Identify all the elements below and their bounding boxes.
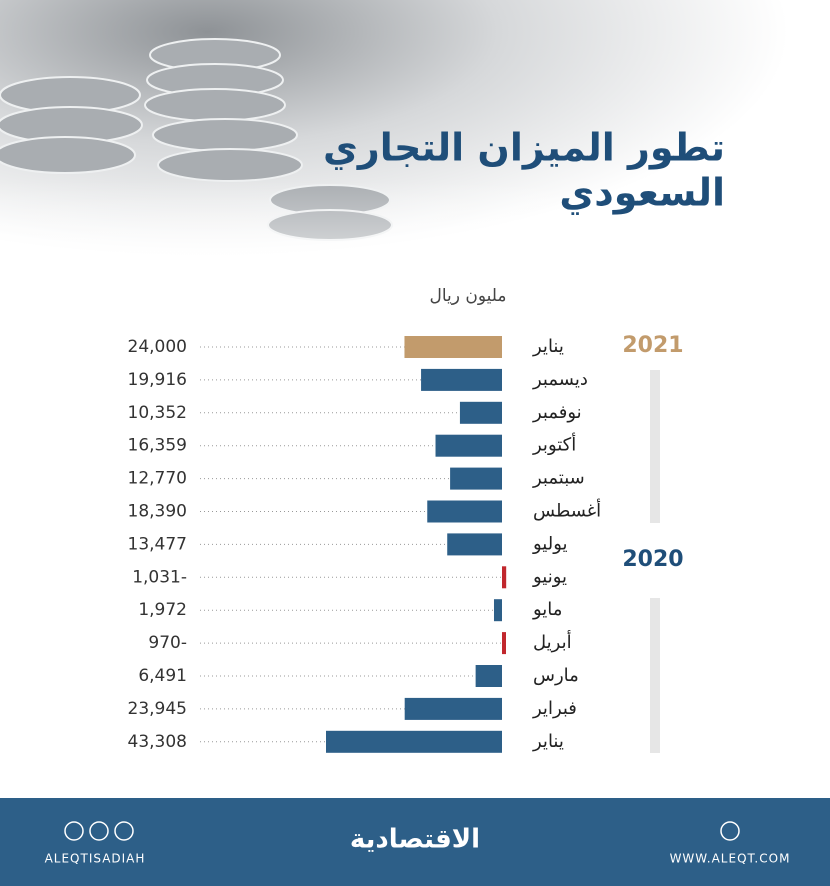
bar <box>326 730 502 753</box>
bar <box>404 336 502 358</box>
value-label: 19,916 <box>128 370 187 390</box>
social-icons <box>64 821 740 841</box>
title-line: تطور الميزان التجاري <box>323 126 725 170</box>
bar <box>493 599 502 622</box>
title-line: السعودي <box>559 171 725 215</box>
bar <box>459 401 502 424</box>
category-label: ديسمبر <box>532 369 588 390</box>
bar <box>502 566 507 589</box>
category-label: مارس <box>533 665 579 686</box>
value-label: 1,972 <box>138 600 187 620</box>
category-label: سبتمبر <box>532 468 585 489</box>
logo: الاقتصادية <box>350 825 480 855</box>
value-label: 13,477 <box>128 534 187 554</box>
year-bracket <box>650 370 660 523</box>
category-label: فبراير <box>532 698 577 719</box>
bar <box>427 500 502 523</box>
value-label: 23,945 <box>128 699 187 719</box>
value-label: 18,390 <box>128 502 187 522</box>
category-label: يوليو <box>532 533 568 554</box>
value-label: 16,359 <box>128 436 187 456</box>
bar <box>421 368 502 391</box>
value-label: 6,491 <box>138 666 187 686</box>
bar <box>450 467 502 490</box>
category-label: يناير <box>532 731 564 752</box>
bar <box>435 434 502 457</box>
year-label: 2021 <box>622 333 683 358</box>
bar <box>404 697 502 720</box>
footer <box>0 798 830 886</box>
category-label: يونيو <box>532 566 567 587</box>
category-label: أكتوبر <box>532 433 576 456</box>
website: WWW.ALEQT.COM <box>670 852 791 866</box>
bar <box>475 665 502 687</box>
social-handle: ALEQTISADIAH <box>45 852 146 866</box>
category-label: مايو <box>532 599 562 620</box>
category-label: أبريل <box>533 630 572 653</box>
category-label: نوفمبر <box>532 402 582 423</box>
year-bracket <box>650 598 660 753</box>
value-label: 12,770 <box>128 469 187 489</box>
value-label: 10,352 <box>128 403 187 423</box>
bar <box>447 533 502 556</box>
value-label: 970- <box>148 633 187 653</box>
value-label: 43,308 <box>128 732 187 752</box>
category-label: أغسطس <box>533 499 601 522</box>
bar <box>502 632 506 655</box>
category-label: يناير <box>532 336 564 357</box>
fade <box>0 180 830 320</box>
value-label: 1,031- <box>132 567 187 587</box>
year-label: 2020 <box>622 547 683 572</box>
value-label: 24,000 <box>128 337 187 357</box>
unit-label: مليون ريال <box>429 286 506 306</box>
